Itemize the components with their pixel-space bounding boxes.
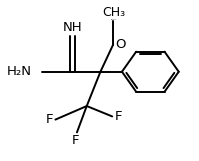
Text: H₂N: H₂N xyxy=(7,65,32,78)
Text: F: F xyxy=(46,113,53,126)
Text: NH: NH xyxy=(63,21,83,34)
Text: O: O xyxy=(115,38,126,51)
Text: F: F xyxy=(115,110,122,123)
Text: methoxy: methoxy xyxy=(106,18,112,19)
Text: F: F xyxy=(72,134,80,147)
Text: CH₃: CH₃ xyxy=(102,6,126,19)
Text: methoxy: methoxy xyxy=(111,19,117,20)
